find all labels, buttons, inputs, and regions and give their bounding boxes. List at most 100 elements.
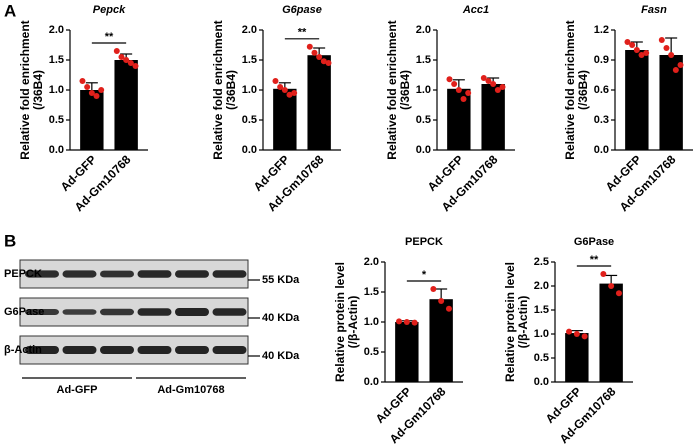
- blot-band: [137, 346, 172, 354]
- y-tick-label: 0.5: [416, 114, 431, 126]
- data-point: [84, 84, 91, 90]
- panel-label: A: [4, 1, 16, 20]
- data-point: [311, 49, 318, 56]
- y-tick-label: 2.5: [534, 256, 549, 268]
- blot-band: [137, 270, 172, 278]
- y-tick-label: 1.0: [49, 84, 64, 96]
- chart-title: Fasn: [641, 4, 667, 16]
- y-axis-label: Relative fold enrichment: [563, 20, 577, 159]
- y-tick-label: 0.0: [534, 376, 549, 388]
- y-axis-label: (/36B4): [224, 70, 238, 110]
- data-point: [600, 271, 607, 277]
- chart-title: Acc1: [462, 4, 489, 16]
- significance-label: **: [298, 27, 307, 39]
- data-point: [624, 39, 631, 45]
- blot-row-label: G6Pase: [4, 306, 44, 318]
- y-tick-label: 1.0: [416, 84, 431, 96]
- panel-label: B: [4, 231, 16, 250]
- data-point: [643, 50, 650, 56]
- y-tick-label: 1.0: [242, 84, 257, 96]
- blot-band: [25, 270, 59, 278]
- data-point: [79, 78, 86, 84]
- y-tick-label: 0.0: [416, 144, 431, 156]
- y-tick-label: 2.0: [242, 24, 257, 36]
- data-point: [465, 90, 472, 96]
- bar: [481, 84, 505, 150]
- y-tick-label: 1.5: [242, 54, 257, 66]
- y-tick-label: 1.5: [364, 286, 379, 298]
- data-point: [633, 47, 640, 53]
- y-tick-label: 0.0: [594, 144, 609, 156]
- data-point: [658, 37, 665, 43]
- blot-band: [212, 270, 247, 278]
- data-point: [286, 91, 293, 98]
- y-tick-label: 0.3: [594, 114, 609, 126]
- data-point: [118, 54, 125, 60]
- group-label: Ad-Gm10768: [157, 384, 224, 396]
- blot-band: [212, 308, 247, 316]
- blot-band: [175, 270, 209, 278]
- data-point: [490, 81, 497, 87]
- blot-band: [100, 308, 134, 316]
- data-point: [316, 54, 323, 60]
- data-point: [411, 319, 418, 326]
- data-point: [93, 93, 100, 99]
- bar: [625, 50, 649, 150]
- blot-band: [100, 346, 134, 354]
- bar: [114, 60, 138, 150]
- y-tick-label: 0.5: [364, 346, 379, 358]
- data-point: [608, 283, 615, 289]
- data-point: [277, 84, 284, 90]
- bar: [565, 333, 589, 382]
- y-tick-label: 0.0: [242, 144, 257, 156]
- blot-band: [62, 309, 97, 315]
- blot-band: [62, 346, 97, 354]
- y-tick-label: 1.0: [534, 328, 549, 340]
- data-point: [396, 318, 403, 325]
- bar: [80, 90, 104, 150]
- data-point: [438, 298, 445, 304]
- data-point: [494, 87, 501, 93]
- data-point: [88, 90, 95, 96]
- y-tick-label: 0.6: [594, 84, 609, 96]
- bar: [395, 322, 419, 382]
- data-point: [132, 63, 139, 69]
- data-point: [455, 87, 462, 93]
- y-tick-label: 0.0: [364, 376, 379, 388]
- data-point: [445, 305, 452, 312]
- data-point: [581, 333, 588, 340]
- blot-band: [62, 270, 97, 278]
- y-axis-label: Relative protein level: [503, 262, 517, 382]
- data-point: [485, 78, 492, 84]
- data-point: [672, 67, 679, 73]
- y-tick-label: 0.5: [49, 114, 64, 126]
- y-tick-label: 1.5: [534, 304, 549, 316]
- data-point: [320, 58, 327, 65]
- y-axis-label: (/36B4): [31, 70, 45, 110]
- bar: [659, 55, 683, 150]
- blot-size-label: 40 KDa: [262, 350, 300, 362]
- bar: [307, 55, 331, 151]
- y-tick-label: 1.0: [364, 316, 379, 328]
- y-tick-label: 0.0: [49, 144, 64, 156]
- bar: [429, 299, 453, 382]
- blot-band: [137, 308, 172, 316]
- y-axis-label: Relative fold enrichment: [385, 20, 399, 159]
- data-point: [272, 78, 279, 84]
- data-point: [291, 90, 298, 96]
- blot-row-label: PEPCK: [4, 268, 42, 280]
- data-point: [638, 52, 645, 58]
- significance-label: **: [105, 31, 114, 43]
- y-tick-label: 0.5: [534, 352, 549, 364]
- group-label: Ad-GFP: [57, 384, 98, 396]
- y-axis-label: (/36B4): [576, 70, 590, 110]
- significance-label: *: [422, 269, 427, 281]
- data-point: [127, 60, 134, 66]
- y-tick-label: 2.0: [49, 24, 64, 36]
- data-point: [668, 52, 675, 58]
- data-point: [629, 42, 636, 48]
- data-point: [325, 60, 332, 66]
- data-point: [451, 81, 458, 87]
- bar: [599, 283, 623, 382]
